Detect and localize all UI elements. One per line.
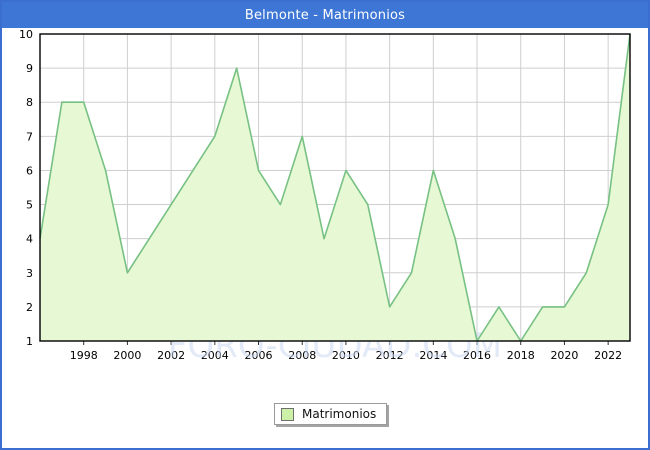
page-title: Belmonte - Matrimonios [244,7,406,23]
x-axis-tick-label: 2014 [419,349,447,362]
y-axis-tick-label: 10 [19,28,33,41]
y-axis-tick-label: 8 [26,96,33,109]
x-axis-tick-label: 2004 [201,349,229,362]
x-axis-tick-label: 1998 [70,349,98,362]
x-axis-tick-label: 2012 [376,349,404,362]
y-axis-tick-label: 3 [26,267,33,280]
x-axis-tick-label: 2018 [507,349,535,362]
x-axis-tick-label: 2010 [332,349,360,362]
x-axis-tick-label: 2016 [463,349,491,362]
y-axis-tick-label: 2 [26,301,33,314]
chart-plot-area: 1 2 3 4 5 6 7 8 9 10 1998 2000 2002 2004 2006 2008 2010 2… [2,28,648,448]
x-axis-tick-label: 2006 [245,349,273,362]
x-axis-tick-label: 2020 [550,349,578,362]
y-axis-tick-label: 9 [26,62,33,75]
chart-legend[interactable]: Matrimonios [274,403,388,425]
legend-label-matrimonios: Matrimonios [302,407,377,421]
y-axis-tick-label: 4 [26,233,33,246]
window-title-bar: Belmonte - Matrimonios [2,2,648,28]
x-axis-tick-label: 2022 [594,349,622,362]
y-axis-tick-label: 6 [26,164,33,177]
legend-swatch-matrimonios [281,407,294,421]
x-axis-tick-label: 2002 [157,349,185,362]
y-axis-tick-label: 7 [26,130,33,143]
series-line-matrimonios [39,33,631,342]
x-axis-tick-label: 2000 [113,349,141,362]
plot-frame [39,33,631,342]
y-axis-tick-label: 5 [26,199,33,212]
x-axis-tick-label: 2008 [288,349,316,362]
chart-svg: 1 2 3 4 5 6 7 8 9 10 1998 2000 2002 2004 2006 2008 2010 2… [19,28,631,366]
series-area-matrimonios [40,34,630,341]
y-axis-tick-label: 1 [26,335,33,348]
